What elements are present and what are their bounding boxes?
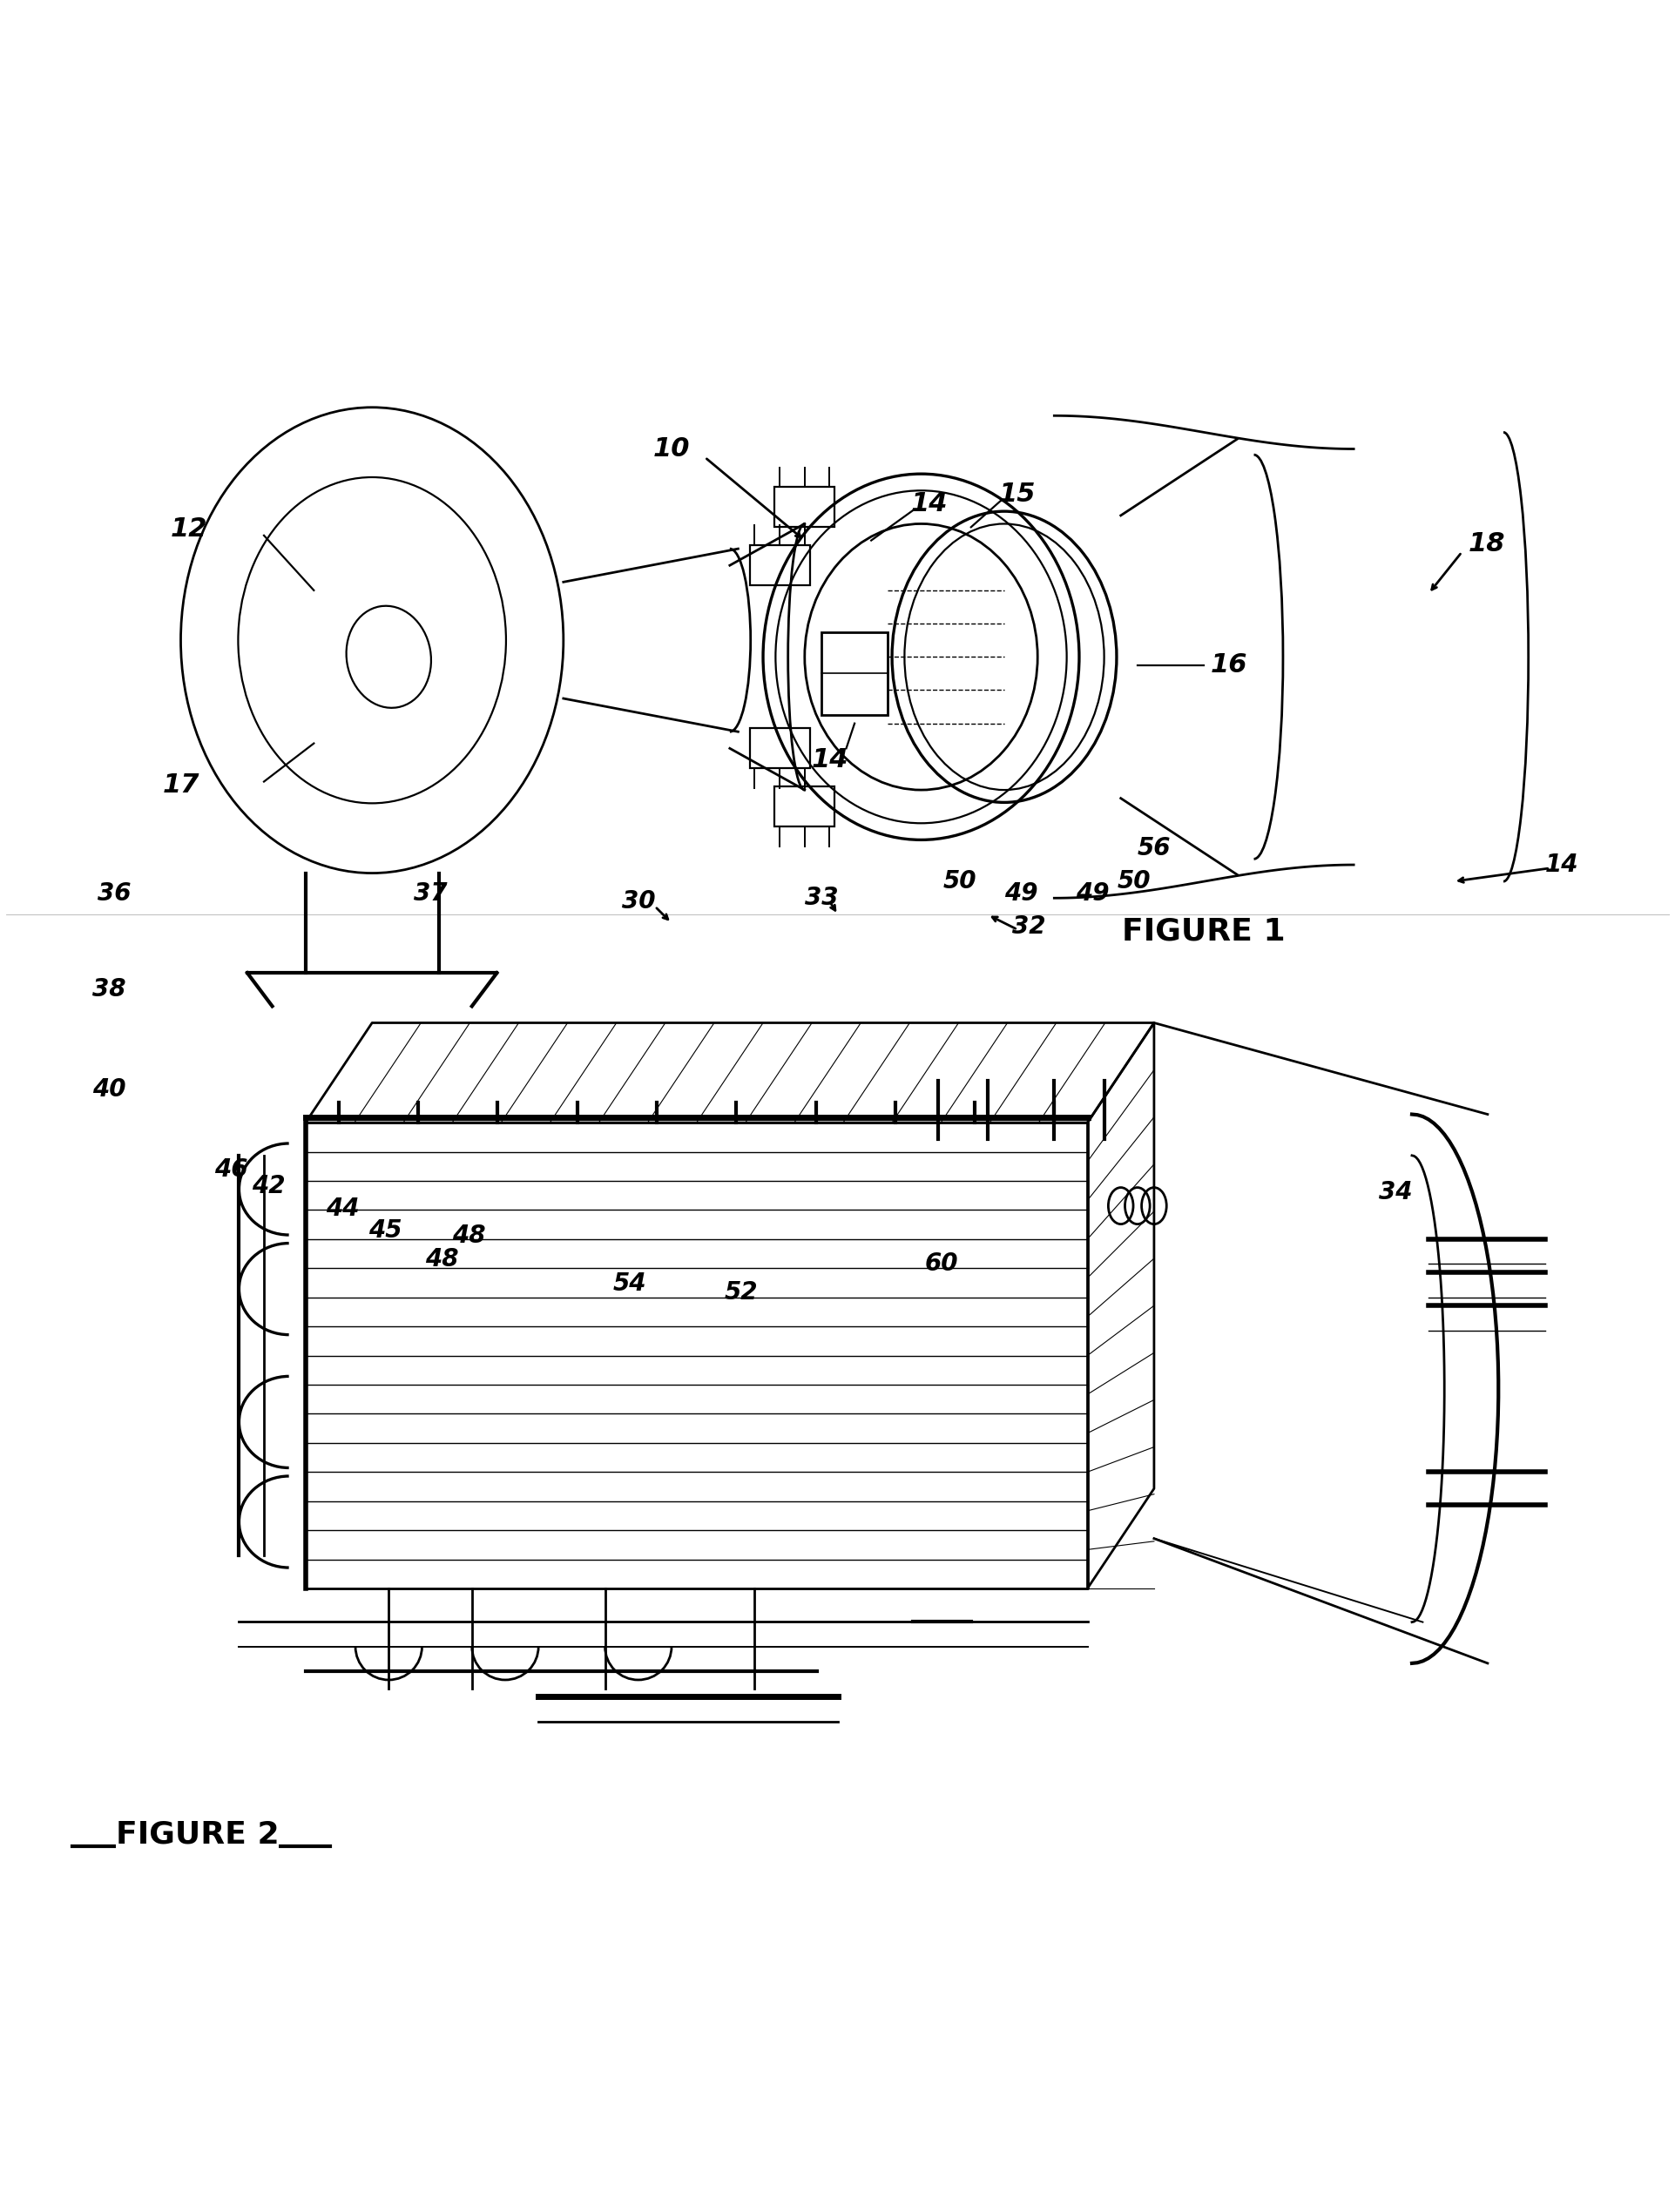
Text: 16: 16: [1209, 653, 1246, 677]
Text: 46: 46: [214, 1157, 248, 1181]
Text: 60: 60: [925, 1252, 958, 1276]
Text: 15: 15: [998, 482, 1035, 507]
Text: 42: 42: [251, 1175, 285, 1199]
Text: 45: 45: [368, 1219, 402, 1243]
Text: 44: 44: [325, 1197, 358, 1221]
Text: 10: 10: [653, 436, 690, 462]
Text: 38: 38: [92, 978, 126, 1002]
Text: 49: 49: [1075, 880, 1109, 905]
Text: FIGURE 1: FIGURE 1: [1122, 916, 1285, 947]
Text: 54: 54: [613, 1272, 647, 1296]
Text: 32: 32: [1012, 914, 1045, 938]
Text: 14: 14: [811, 748, 848, 772]
Text: 14: 14: [1544, 852, 1578, 876]
Text: 50: 50: [1117, 869, 1151, 894]
Text: 36: 36: [97, 880, 131, 905]
Text: 52: 52: [724, 1281, 757, 1305]
Text: 48: 48: [452, 1223, 486, 1248]
Text: 37: 37: [414, 880, 447, 905]
Text: 17: 17: [162, 772, 199, 799]
Text: 18: 18: [1467, 531, 1504, 557]
Text: 12: 12: [171, 515, 208, 542]
Text: FIGURE 2: FIGURE 2: [116, 1820, 280, 1849]
Text: 40: 40: [92, 1077, 126, 1102]
Text: 34: 34: [1379, 1181, 1412, 1206]
Text: 14: 14: [911, 491, 948, 515]
Text: 33: 33: [804, 885, 838, 911]
Text: 50: 50: [941, 869, 975, 894]
Text: 30: 30: [621, 889, 655, 914]
Text: 56: 56: [1137, 836, 1171, 860]
Text: 49: 49: [1003, 880, 1037, 905]
Text: 48: 48: [425, 1248, 459, 1272]
